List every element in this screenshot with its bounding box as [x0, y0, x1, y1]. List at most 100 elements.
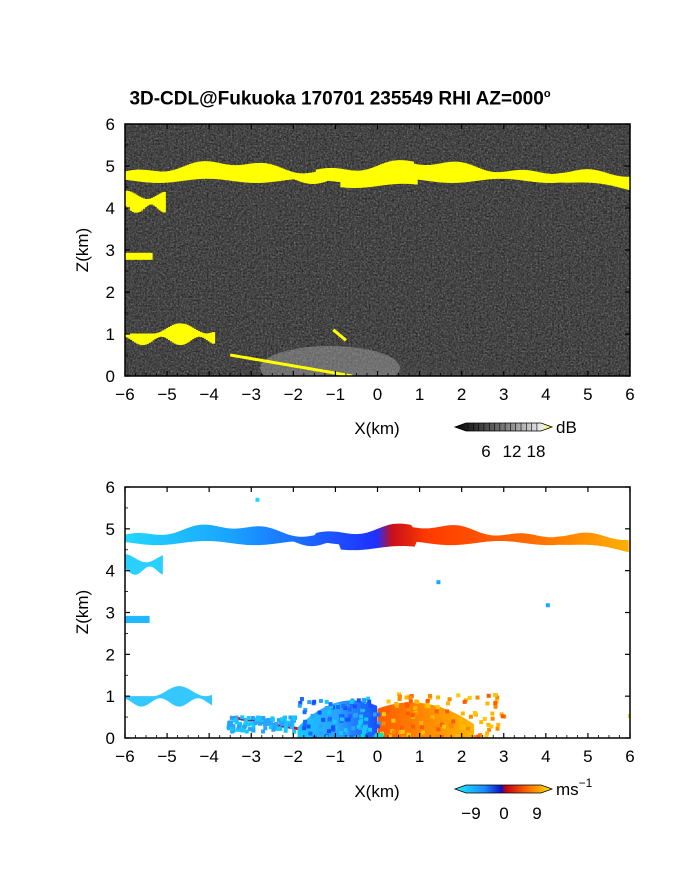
velocity-speckle — [285, 720, 290, 725]
velocity-speckle — [425, 698, 430, 703]
velocity-speckle — [251, 724, 256, 729]
ground-clutter-line — [229, 353, 353, 376]
velocity-speckle — [276, 718, 281, 723]
velocity-speckle — [360, 707, 365, 712]
velocity-speckle — [462, 699, 467, 704]
velocity-speckle — [369, 735, 374, 738]
detached-echo-velocity — [125, 615, 150, 623]
velocity-speckle — [268, 725, 273, 730]
velocity-speckle — [482, 716, 487, 721]
velocity-ylabel: Z(km) — [73, 590, 92, 634]
snr-xtick-label: −5 — [157, 385, 176, 404]
velocity-speckle — [268, 720, 273, 725]
velocity-speckle — [478, 732, 483, 737]
velocity-xtick-label: 0 — [373, 747, 382, 766]
velocity-speckle — [408, 695, 413, 700]
velocity-speckle — [229, 726, 234, 731]
snr-xtick-label: 6 — [625, 385, 634, 404]
velocity-speckle — [439, 734, 444, 738]
velocity-speckle — [361, 730, 366, 735]
velocity-speckle — [398, 730, 403, 735]
velocity-speckle — [278, 721, 283, 726]
snr-ytick-label: 1 — [106, 325, 115, 344]
velocity-speckle — [254, 717, 259, 722]
velocity-speckle — [410, 724, 415, 729]
velocity-speckle — [361, 698, 366, 703]
velocity-speckle — [356, 698, 361, 703]
velocity-ytick-label: 3 — [106, 604, 115, 623]
velocity-speckle — [271, 727, 276, 732]
snr-xtick-label: 1 — [415, 385, 424, 404]
velocity-ytick-label: 0 — [106, 729, 115, 748]
velocity-speckle — [376, 712, 381, 717]
velocity-xtick-label: −1 — [326, 747, 345, 766]
velocity-speckle — [247, 727, 252, 732]
velocity-speckle — [321, 717, 326, 722]
velocity-speckle — [455, 733, 460, 738]
velocity-speckle — [359, 714, 364, 719]
detached-echo-column — [162, 191, 166, 213]
velocity-speckle — [283, 728, 288, 733]
snr-colorbar-bar — [453, 422, 554, 432]
velocity-speckle — [243, 718, 248, 723]
velocity-colorbar-unit-base: ms — [556, 780, 579, 799]
velocity-speckle — [420, 730, 425, 735]
velocity-xtick-label: 4 — [541, 747, 550, 766]
velocity-speckle — [341, 703, 346, 708]
velocity-speckle — [479, 720, 484, 725]
isolated-velocity-pixel — [545, 603, 550, 608]
velocity-speckle — [343, 728, 348, 733]
velocity-speckle — [368, 703, 373, 708]
snr-ytick-label: 5 — [106, 157, 115, 176]
velocity-speckle — [400, 729, 405, 734]
velocity-speckle — [363, 725, 368, 730]
snr-xtick-label: −1 — [326, 385, 345, 404]
velocity-speckle — [264, 718, 269, 723]
velocity-speckle — [230, 724, 235, 729]
velocity-speckle — [237, 724, 242, 729]
velocity-speckle — [308, 731, 313, 736]
velocity-speckle — [405, 711, 410, 716]
velocity-colorbar: ms−1 −9 0 9 — [453, 776, 593, 823]
velocity-plot-area — [125, 487, 630, 738]
velocity-speckle — [381, 721, 386, 726]
velocity-speckle — [299, 697, 304, 702]
velocity-speckle — [226, 725, 231, 730]
low-cloud-column — [211, 332, 216, 344]
velocity-speckle — [305, 735, 310, 738]
velocity-speckle — [343, 706, 348, 711]
velocity-speckle — [436, 727, 441, 732]
snr-xtick-label: −6 — [115, 385, 134, 404]
velocity-speckle — [391, 729, 396, 734]
velocity-speckle — [253, 721, 258, 726]
velocity-speckle — [262, 722, 267, 727]
velocity-speckle — [401, 735, 406, 738]
velocity-speckle — [303, 719, 308, 724]
velocity-speckle — [359, 719, 364, 724]
velocity-speckle — [419, 725, 424, 730]
velocity-xtick-label: −2 — [284, 747, 303, 766]
velocity-speckle — [250, 715, 255, 720]
velocity-speckle — [306, 724, 311, 729]
velocity-speckle — [467, 695, 472, 700]
velocity-speckle — [326, 729, 331, 734]
velocity-speckle — [324, 699, 329, 704]
velocity-speckle — [279, 717, 284, 722]
velocity-speckle — [335, 705, 340, 710]
velocity-speckle — [324, 706, 329, 711]
velocity-background — [125, 487, 630, 738]
isolated-velocity-pixel — [627, 714, 630, 719]
velocity-speckle — [348, 713, 353, 718]
velocity-speckle — [334, 711, 339, 716]
velocity-speckle — [372, 712, 377, 717]
velocity-xtick-label: 6 — [625, 747, 634, 766]
velocity-speckle — [406, 707, 411, 712]
velocity-speckle — [360, 705, 365, 710]
velocity-speckle — [404, 695, 409, 700]
velocity-speckle — [251, 728, 256, 733]
snr-xtick-label: −4 — [199, 385, 218, 404]
snr-ytick-label: 6 — [106, 115, 115, 134]
velocity-speckle — [288, 715, 293, 720]
velocity-speckle — [318, 698, 323, 703]
velocity-speckle — [449, 724, 454, 729]
